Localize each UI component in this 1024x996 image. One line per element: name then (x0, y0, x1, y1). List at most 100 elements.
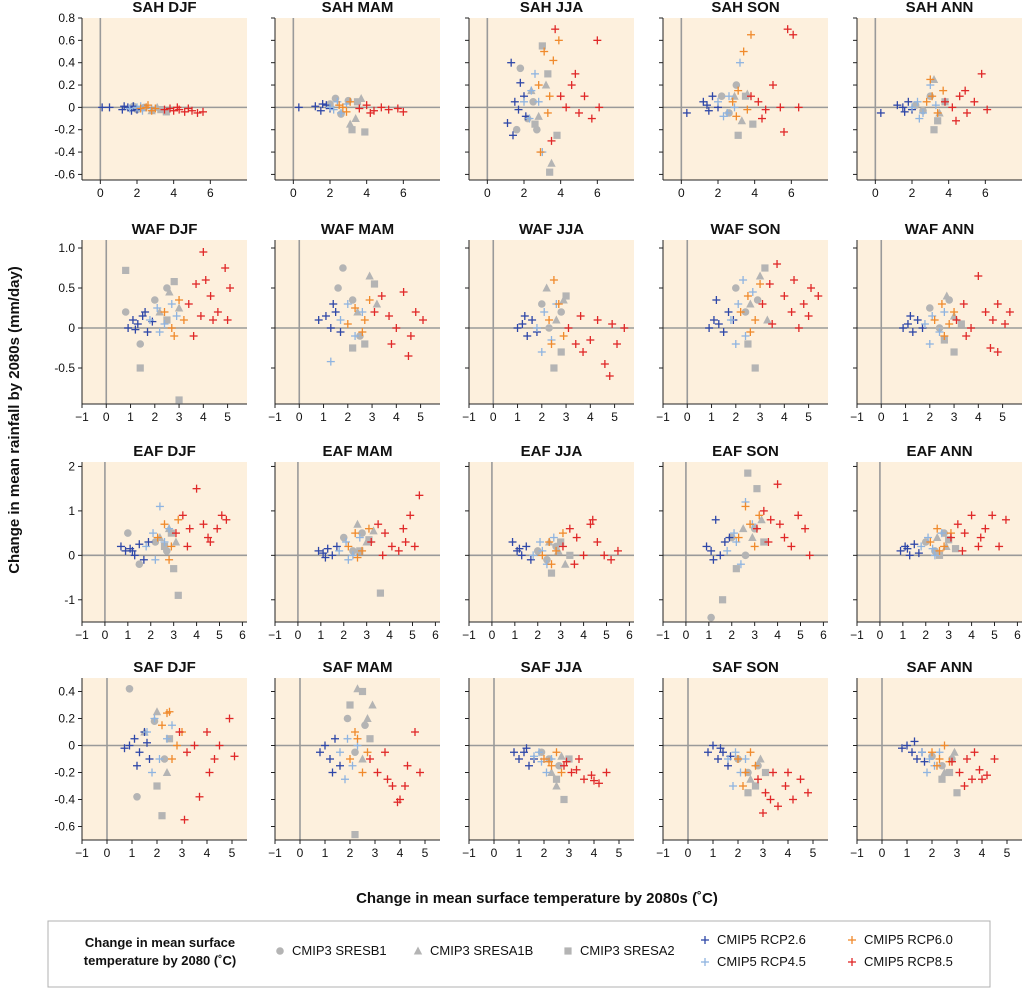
x-tick-label: 0 (104, 846, 111, 860)
x-tick-label: 5 (422, 846, 429, 860)
point-a2 (365, 536, 373, 544)
point-rcp45 (935, 748, 944, 757)
point-rcp60 (937, 300, 946, 308)
x-tick-label: 3 (170, 628, 177, 642)
panel-title: EAF MAM (323, 443, 393, 460)
y-tick-label: -1 (64, 593, 75, 607)
point-b1 (545, 324, 553, 332)
point-b1 (938, 761, 946, 770)
point-rcp60 (360, 316, 369, 324)
point-rcp85 (195, 792, 204, 801)
point-rcp60 (160, 308, 169, 316)
x-tick-label: 4 (580, 628, 587, 642)
point-rcp85 (759, 809, 767, 817)
point-rcp85 (204, 533, 213, 542)
x-tick-label: −1 (656, 628, 670, 642)
point-rcp85 (789, 795, 797, 804)
point-rcp85 (392, 324, 401, 332)
point-a2 (346, 701, 354, 709)
point-rcp26 (709, 555, 718, 564)
point-rcp26 (125, 741, 134, 750)
point-rcp45 (536, 538, 545, 546)
point-rcp26 (503, 119, 512, 128)
x-tick-label: −1 (75, 628, 89, 642)
point-a1b (763, 315, 772, 324)
x-tick-label: 0 (103, 410, 110, 424)
point-rcp45 (529, 551, 538, 560)
point-rcp85 (960, 529, 969, 538)
point-rcp45 (143, 728, 151, 736)
point-rcp85 (416, 768, 424, 777)
point-rcp45 (730, 103, 739, 112)
point-rcp85 (558, 542, 567, 551)
point-rcp85 (794, 103, 803, 112)
point-rcp26 (331, 734, 339, 743)
point-a2 (358, 687, 367, 696)
point-rcp45 (520, 97, 528, 106)
panel-background (82, 18, 247, 180)
point-rcp26 (121, 546, 130, 555)
point-rcp60 (741, 502, 750, 511)
point-rcp85 (993, 348, 1002, 356)
point-rcp60 (170, 332, 179, 340)
legend-label: CMIP5 RCP2.6 (717, 932, 806, 947)
point-rcp26 (526, 555, 535, 564)
point-rcp26 (913, 316, 922, 324)
point-rcp45 (343, 734, 352, 743)
point-b1 (331, 94, 340, 103)
point-rcp26 (905, 551, 914, 560)
point-rcp85 (199, 520, 208, 529)
point-rcp26 (719, 328, 728, 336)
point-a2 (761, 264, 769, 272)
point-a1b (152, 707, 162, 716)
point-rcp26 (515, 755, 523, 763)
point-rcp26 (525, 761, 533, 770)
point-rcp45 (341, 775, 349, 784)
point-rcp26 (906, 312, 915, 320)
point-b1 (343, 714, 352, 723)
point-rcp85 (774, 802, 782, 811)
point-b1 (516, 64, 525, 73)
panel-waf-jja: WAF JJA −1 0 1 2 3 4 5 (462, 221, 634, 424)
point-a2 (538, 42, 546, 50)
point-rcp85 (401, 782, 409, 790)
point-rcp26 (520, 748, 528, 757)
point-a1b (541, 80, 551, 89)
point-rcp85 (230, 752, 239, 761)
point-a2 (950, 348, 958, 356)
point-rcp85 (580, 92, 589, 101)
point-rcp85 (383, 775, 392, 784)
point-rcp26 (145, 755, 154, 763)
x-tick-label: 3 (760, 846, 767, 860)
point-rcp85 (807, 284, 816, 292)
x-tick-label: 6 (207, 186, 214, 200)
point-rcp60 (346, 755, 354, 763)
x-tick-label: 0 (685, 846, 692, 860)
point-rcp26 (900, 107, 909, 116)
point-rcp85 (374, 520, 383, 529)
x-tick-label: 4 (386, 628, 393, 642)
point-a2 (753, 485, 761, 493)
point-rcp60 (756, 280, 765, 288)
point-rcp45 (133, 103, 141, 112)
point-rcp26 (903, 544, 912, 553)
point-a1b (345, 119, 355, 128)
point-a1b (534, 111, 543, 120)
point-rcp85 (362, 101, 371, 110)
point-rcp26 (318, 100, 327, 109)
point-rcp26 (508, 538, 517, 546)
panel-eaf-mam: EAF MAM −1 0 1 2 3 4 5 6 (268, 443, 440, 642)
point-rcp60 (746, 520, 755, 529)
panel-background (469, 240, 634, 404)
point-rcp26 (331, 308, 340, 316)
point-rcp85 (970, 97, 979, 106)
point-rcp85 (193, 108, 202, 117)
point-rcp26 (144, 538, 153, 546)
point-rcp45 (913, 97, 922, 106)
x-tick-label: 1 (124, 628, 131, 642)
point-rcp60 (552, 546, 561, 555)
point-rcp85 (206, 292, 215, 300)
point-a2 (553, 131, 561, 139)
point-a2 (370, 280, 379, 288)
point-rcp60 (346, 97, 355, 106)
